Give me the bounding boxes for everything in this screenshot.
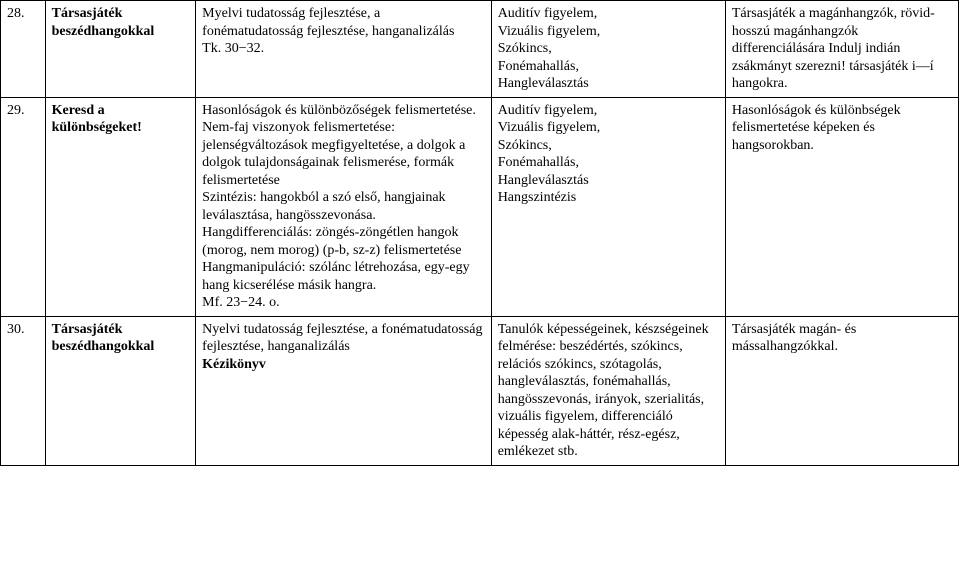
cell-skills: Auditív figyelem, Vizuális figyelem, Szó… bbox=[491, 97, 725, 316]
cell-goal: Társasjáték a magánhangzók, rövid-hosszú… bbox=[725, 1, 958, 98]
title-line: beszédhangokkal bbox=[52, 339, 155, 354]
table-row: 28. Társasjáték beszédhangokkal Myelvi t… bbox=[1, 1, 959, 98]
cell-development: Nyelvi tudatosság fejlesztése, a fonémat… bbox=[196, 316, 492, 465]
cell-number: 28. bbox=[1, 1, 46, 98]
cell-development: Myelvi tudatosság fejlesztése, a fonémat… bbox=[196, 1, 492, 98]
cell-development: Hasonlóságok és különbözőségek felismert… bbox=[196, 97, 492, 316]
cell-title: Társasjáték beszédhangokkal bbox=[45, 1, 196, 98]
title-line: beszédhangokkal bbox=[52, 24, 155, 39]
dev-text: Nyelvi tudatosság fejlesztése, a fonémat… bbox=[202, 322, 486, 355]
cell-title: Keresd a különbségeket! bbox=[45, 97, 196, 316]
cell-goal: Hasonlóságok és különbségek felismerteté… bbox=[725, 97, 958, 316]
cell-skills: Auditív figyelem, Vizuális figyelem, Szó… bbox=[491, 1, 725, 98]
cell-number: 29. bbox=[1, 97, 46, 316]
title-line: Társasjáték bbox=[52, 322, 123, 337]
cell-title: Társasjáték beszédhangokkal bbox=[45, 316, 196, 465]
dev-bold: Kézikönyv bbox=[202, 357, 266, 372]
lesson-plan-table: 28. Társasjáték beszédhangokkal Myelvi t… bbox=[0, 0, 959, 466]
table-row: 30. Társasjáték beszédhangokkal Nyelvi t… bbox=[1, 316, 959, 465]
title-line: különbségeket! bbox=[52, 120, 142, 135]
cell-goal: Társasjáték magán- és mássalhangzókkal. bbox=[725, 316, 958, 465]
cell-number: 30. bbox=[1, 316, 46, 465]
cell-skills: Tanulók képességeinek, készségeinek felm… bbox=[491, 316, 725, 465]
title-line: Társasjáték bbox=[52, 6, 123, 21]
table-row: 29. Keresd a különbségeket! Hasonlóságok… bbox=[1, 97, 959, 316]
title-line: Keresd a bbox=[52, 103, 105, 118]
